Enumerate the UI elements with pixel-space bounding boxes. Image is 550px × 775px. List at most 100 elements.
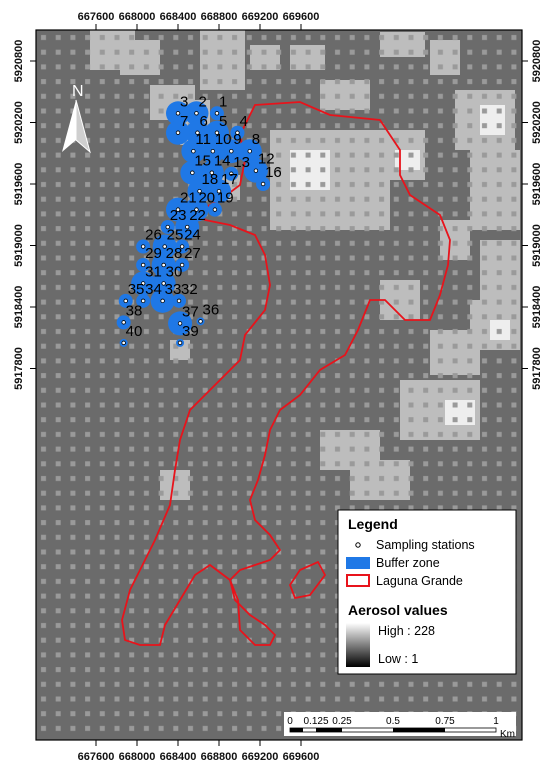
scale-unit: Km xyxy=(500,729,515,740)
station-marker-20 xyxy=(194,207,199,212)
legend-title: Legend xyxy=(348,516,398,532)
station-label-16: 16 xyxy=(265,164,282,181)
station-label-40: 40 xyxy=(126,323,143,340)
station-marker-24 xyxy=(179,244,185,249)
x-tick-bottom-669600: 669600 xyxy=(283,751,320,763)
station-label-6: 6 xyxy=(199,113,207,130)
station-marker-33 xyxy=(160,298,165,304)
station-label-31: 31 xyxy=(145,263,162,280)
x-tick-top-669600: 669600 xyxy=(283,11,320,23)
x-tick-bottom-668400: 668400 xyxy=(160,751,197,763)
station-label-3: 3 xyxy=(180,93,188,110)
station-marker-39 xyxy=(177,340,183,346)
x-tick-top-668400: 668400 xyxy=(160,11,197,23)
y-tick-left-5920800: 5920800 xyxy=(13,40,25,83)
station-label-21: 21 xyxy=(180,190,197,207)
x-tick-top-668800: 668800 xyxy=(201,11,238,23)
legend-sampling-stations: Sampling stations xyxy=(376,538,475,552)
station-label-1: 1 xyxy=(219,93,227,110)
station-marker-12 xyxy=(253,168,259,173)
station-label-11: 11 xyxy=(195,131,211,148)
coordinate-ticks: 667600 667600 668000 668000 668400 668400 6688… xyxy=(13,11,543,763)
y-tick-right-5920800: 5920800 xyxy=(531,40,543,83)
x-tick-bottom-668800: 668800 xyxy=(201,751,238,763)
station-label-18: 18 xyxy=(202,171,219,188)
y-tick-right-5919000: 5919000 xyxy=(531,224,543,267)
scale-bar: 0 0.125 0.25 0.5 0.75 1 Km xyxy=(284,712,516,740)
station-label-9: 9 xyxy=(233,131,241,148)
station-label-4: 4 xyxy=(239,113,247,130)
y-tick-left-5917800: 5917800 xyxy=(13,347,25,390)
y-tick-left-5919600: 5919600 xyxy=(13,163,25,206)
scale-label-0: 0 xyxy=(287,716,293,727)
station-marker-3 xyxy=(175,111,181,116)
scale-label-1: 0.125 xyxy=(303,716,328,727)
station-marker-6 xyxy=(195,130,200,135)
station-marker-2 xyxy=(194,111,199,116)
station-marker-18 xyxy=(197,188,202,194)
station-label-39: 39 xyxy=(182,323,199,340)
station-label-33: 33 xyxy=(165,281,182,298)
station-marker-16 xyxy=(260,181,266,187)
station-label-14: 14 xyxy=(214,153,231,170)
legend-low-label: Low : 1 xyxy=(378,652,418,666)
station-marker-19 xyxy=(212,207,218,212)
station-marker-40 xyxy=(121,340,126,346)
station-label-23: 23 xyxy=(170,207,187,224)
scale-label-2: 0.25 xyxy=(332,716,352,727)
x-tick-top-667600: 667600 xyxy=(78,11,115,23)
laguna-grande-boundary xyxy=(121,101,451,646)
station-marker-37 xyxy=(177,321,183,326)
station-symbol-icon xyxy=(355,542,361,548)
station-marker-34 xyxy=(140,298,146,304)
station-marker-11 xyxy=(191,148,196,154)
x-tick-bottom-669200: 669200 xyxy=(242,751,279,763)
station-marker-32 xyxy=(176,298,182,304)
station-label-20: 20 xyxy=(198,190,215,207)
station-marker-8 xyxy=(247,148,252,154)
legend-buffer-zone: Buffer zone xyxy=(376,556,440,570)
station-label-36: 36 xyxy=(203,301,220,318)
station-marker-38 xyxy=(121,320,126,325)
y-tick-right-5920200: 5920200 xyxy=(531,101,543,144)
legend-aerosol-title: Aerosol values xyxy=(348,602,448,618)
north-label: N xyxy=(72,83,84,100)
scale-label-5: 1 xyxy=(493,716,499,727)
y-tick-right-5919600: 5919600 xyxy=(531,163,543,206)
x-tick-top-669200: 669200 xyxy=(242,11,279,23)
scale-label-3: 0.5 xyxy=(386,716,400,727)
legend: Legend Sampling stations Buffer zone Lag… xyxy=(337,509,517,675)
y-tick-right-5917800: 5917800 xyxy=(531,347,543,390)
station-label-12: 12 xyxy=(258,151,275,168)
station-marker-25 xyxy=(162,244,167,249)
station-label-15: 15 xyxy=(194,153,211,170)
station-label-30: 30 xyxy=(166,263,183,280)
station-label-28: 28 xyxy=(166,245,183,262)
station-label-26: 26 xyxy=(145,227,162,244)
boundary-swatch-icon xyxy=(346,574,370,587)
station-marker-23 xyxy=(165,224,170,230)
station-marker-21 xyxy=(175,207,181,212)
station-marker-10 xyxy=(210,148,216,154)
station-marker-1 xyxy=(214,111,220,116)
buffer-swatch-icon xyxy=(346,557,370,569)
station-label-34: 34 xyxy=(145,281,162,298)
station-label-7: 7 xyxy=(180,113,188,130)
station-label-17: 17 xyxy=(221,171,238,188)
station-label-38: 38 xyxy=(126,302,143,319)
station-marker-5 xyxy=(214,130,220,135)
station-label-25: 25 xyxy=(167,227,184,244)
station-label-8: 8 xyxy=(252,131,260,148)
north-arrow-icon: N xyxy=(62,83,91,154)
x-tick-bottom-667600: 667600 xyxy=(78,751,115,763)
station-label-27: 27 xyxy=(184,245,201,262)
station-label-35: 35 xyxy=(128,281,145,298)
station-marker-26 xyxy=(140,244,146,249)
station-marker-30 xyxy=(161,281,166,286)
station-marker-31 xyxy=(140,281,146,286)
station-label-24: 24 xyxy=(184,227,201,244)
scale-label-4: 0.75 xyxy=(435,716,455,727)
station-label-2: 2 xyxy=(198,93,206,110)
y-tick-left-5920200: 5920200 xyxy=(13,101,25,144)
